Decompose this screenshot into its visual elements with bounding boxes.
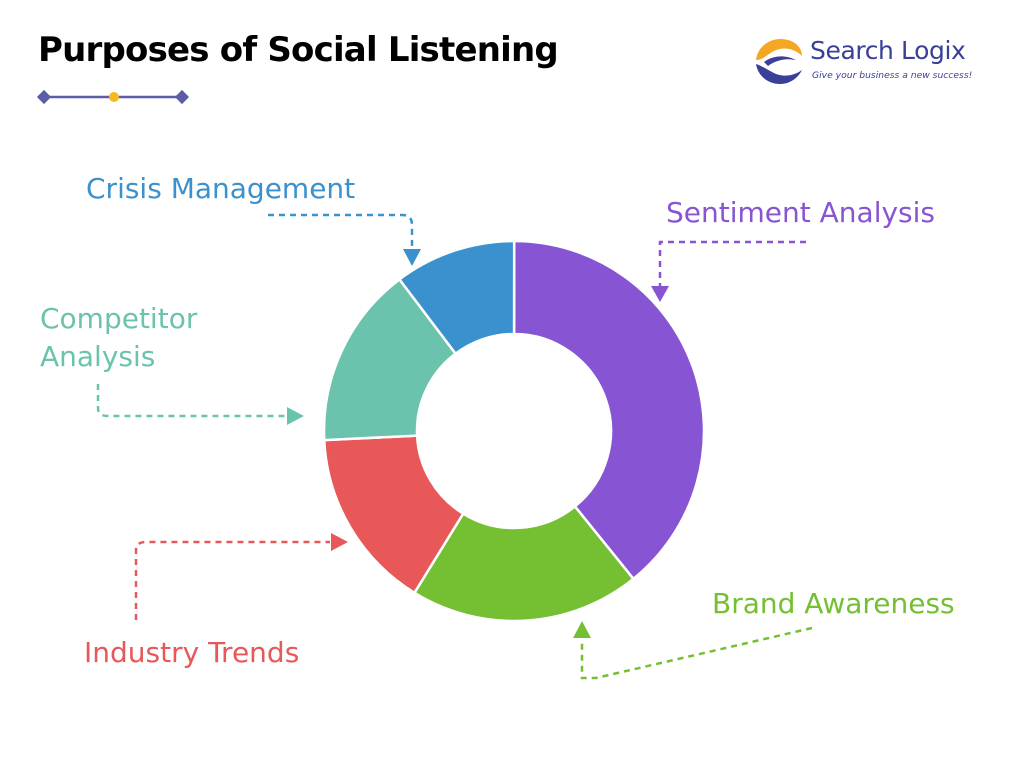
connector-competitor-analysis	[96, 384, 286, 418]
label-competitor-analysis: Competitor Analysis	[40, 302, 198, 373]
connector-crisis-management	[268, 213, 414, 248]
brand-logo: Search Logix Give your business a new su…	[752, 34, 992, 88]
title-ornament	[36, 89, 190, 105]
callout-sentiment-analysis: Sentiment Analysis	[651, 196, 935, 302]
donut-slices	[322, 239, 706, 623]
arrow-crisis-management	[403, 249, 421, 266]
label-sentiment-analysis: Sentiment Analysis	[666, 196, 935, 229]
slice-crisis-management	[397, 239, 516, 356]
connector-brand-awareness	[580, 626, 813, 680]
callout-competitor-analysis: Competitor Analysis	[40, 302, 304, 425]
callout-brand-awareness: Brand Awareness	[573, 587, 955, 680]
label-crisis-management: Crisis Management	[86, 172, 355, 205]
arrow-sentiment-analysis	[651, 286, 669, 302]
arrow-industry-trends	[331, 533, 348, 551]
logo-tagline: Give your business a new success!	[812, 70, 973, 81]
arrow-competitor-analysis	[287, 407, 304, 425]
page-title: Purposes of Social Listening	[38, 30, 559, 70]
connector-industry-trends	[134, 540, 330, 620]
label-industry-trends: Industry Trends	[84, 636, 299, 669]
arrow-brand-awareness	[573, 621, 591, 638]
slice-industry-trends	[322, 434, 465, 595]
logo-mark-icon	[756, 38, 802, 84]
callout-crisis-management: Crisis Management	[86, 172, 421, 266]
ornament-dot	[109, 92, 119, 102]
slice-competitor-analysis	[322, 277, 458, 442]
callout-industry-trends: Industry Trends	[84, 533, 348, 669]
label-competitor-analysis-line1: Competitor	[40, 302, 198, 335]
connector-sentiment-analysis	[658, 240, 806, 286]
slice-sentiment-analysis	[512, 239, 706, 581]
logo-name: Search Logix	[810, 36, 966, 65]
slice-brand-awareness	[412, 504, 636, 623]
label-competitor-analysis-line2: Analysis	[40, 340, 155, 373]
label-brand-awareness: Brand Awareness	[712, 587, 955, 620]
